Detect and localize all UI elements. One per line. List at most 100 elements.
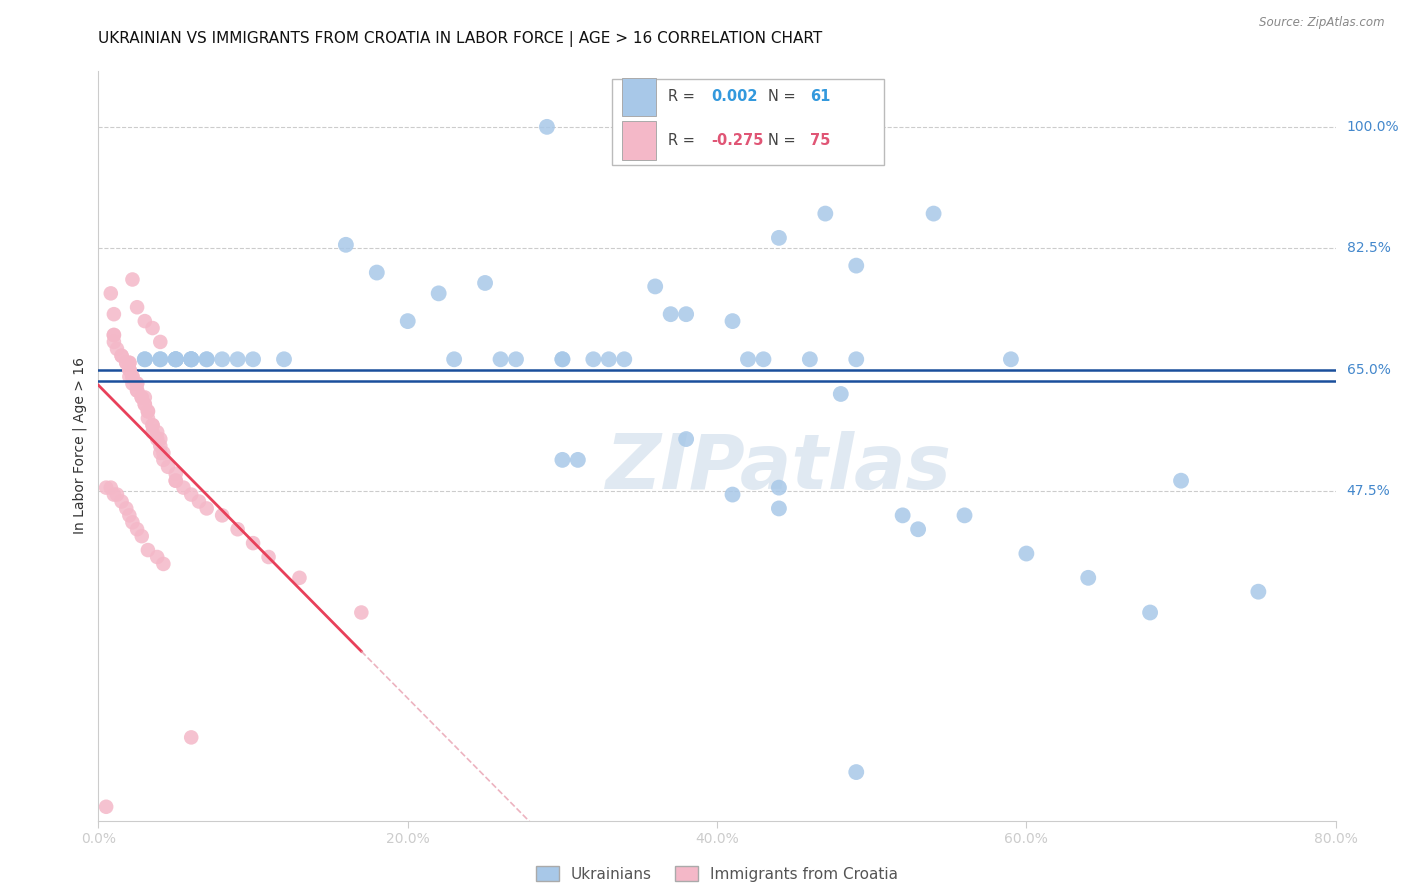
Point: [768, 231, 790, 245]
Point: [118, 362, 141, 376]
Point: [141, 321, 165, 335]
Point: [103, 307, 125, 321]
Point: [830, 387, 852, 401]
Point: [226, 352, 249, 367]
Point: [1139, 606, 1161, 620]
Point: [152, 453, 174, 467]
Point: [1015, 547, 1038, 561]
Point: [111, 349, 132, 363]
Legend: Ukrainians, Immigrants from Croatia: Ukrainians, Immigrants from Croatia: [530, 860, 904, 888]
Point: [152, 557, 174, 571]
Point: [907, 522, 929, 536]
Text: 100.0%: 100.0%: [1347, 120, 1399, 134]
Point: [845, 765, 868, 780]
Point: [157, 459, 180, 474]
Point: [96, 799, 118, 814]
Text: UKRAINIAN VS IMMIGRANTS FROM CROATIA IN LABOR FORCE | AGE > 16 CORRELATION CHART: UKRAINIAN VS IMMIGRANTS FROM CROATIA IN …: [98, 31, 823, 47]
Point: [127, 522, 149, 536]
Point: [118, 369, 141, 384]
Point: [118, 508, 141, 523]
Text: ZIPatlas: ZIPatlas: [606, 432, 952, 506]
Point: [551, 352, 574, 367]
Point: [103, 334, 125, 349]
Point: [118, 356, 141, 370]
Point: [105, 342, 128, 356]
Text: 47.5%: 47.5%: [1347, 484, 1391, 498]
Point: [103, 487, 125, 501]
Point: [644, 279, 666, 293]
Point: [242, 536, 264, 550]
Point: [111, 494, 132, 508]
Point: [134, 397, 156, 411]
Point: [165, 352, 187, 367]
Point: [136, 543, 159, 558]
Point: [180, 352, 202, 367]
Point: [121, 272, 143, 286]
FancyBboxPatch shape: [621, 120, 657, 160]
Point: [489, 352, 512, 367]
Text: 61: 61: [810, 89, 830, 104]
Point: [752, 352, 775, 367]
Point: [141, 418, 165, 433]
Point: [180, 487, 202, 501]
FancyBboxPatch shape: [621, 78, 657, 117]
Point: [105, 487, 128, 501]
Point: [551, 352, 574, 367]
Point: [273, 352, 295, 367]
Point: [115, 356, 138, 370]
Point: [149, 439, 172, 453]
Point: [814, 206, 837, 220]
Point: [146, 549, 169, 564]
Point: [127, 384, 149, 398]
Y-axis label: In Labor Force | Age > 16: In Labor Force | Age > 16: [73, 358, 87, 534]
Point: [111, 349, 132, 363]
Point: [891, 508, 914, 523]
Point: [188, 494, 211, 508]
Point: [141, 425, 165, 439]
Point: [536, 120, 558, 134]
Point: [118, 362, 141, 376]
Point: [134, 397, 156, 411]
Point: [103, 328, 125, 343]
Point: [121, 516, 143, 530]
Point: [505, 352, 527, 367]
Point: [613, 352, 636, 367]
Point: [1077, 571, 1099, 585]
Point: [131, 529, 153, 543]
Point: [152, 446, 174, 460]
Point: [582, 352, 605, 367]
Point: [149, 334, 172, 349]
Point: [195, 352, 218, 367]
Point: [121, 369, 143, 384]
Point: [211, 352, 233, 367]
Point: [149, 352, 172, 367]
Point: [845, 352, 868, 367]
Text: -0.275: -0.275: [711, 133, 763, 147]
Point: [127, 384, 149, 398]
Point: [136, 411, 159, 425]
Point: [165, 352, 187, 367]
Point: [121, 376, 143, 391]
Point: [675, 307, 697, 321]
Text: 82.5%: 82.5%: [1347, 241, 1391, 255]
FancyBboxPatch shape: [612, 78, 884, 165]
Point: [100, 286, 122, 301]
Point: [443, 352, 465, 367]
Point: [165, 474, 187, 488]
Point: [799, 352, 821, 367]
Point: [1170, 474, 1192, 488]
Point: [721, 487, 744, 501]
Point: [598, 352, 620, 367]
Point: [922, 206, 945, 220]
Point: [146, 425, 169, 439]
Point: [180, 352, 202, 367]
Point: [131, 391, 153, 405]
Point: [1000, 352, 1022, 367]
Point: [1247, 584, 1270, 599]
Text: R =: R =: [668, 89, 699, 104]
Point: [134, 352, 156, 367]
Point: [953, 508, 976, 523]
Point: [350, 606, 373, 620]
Point: [103, 328, 125, 343]
Point: [567, 453, 589, 467]
